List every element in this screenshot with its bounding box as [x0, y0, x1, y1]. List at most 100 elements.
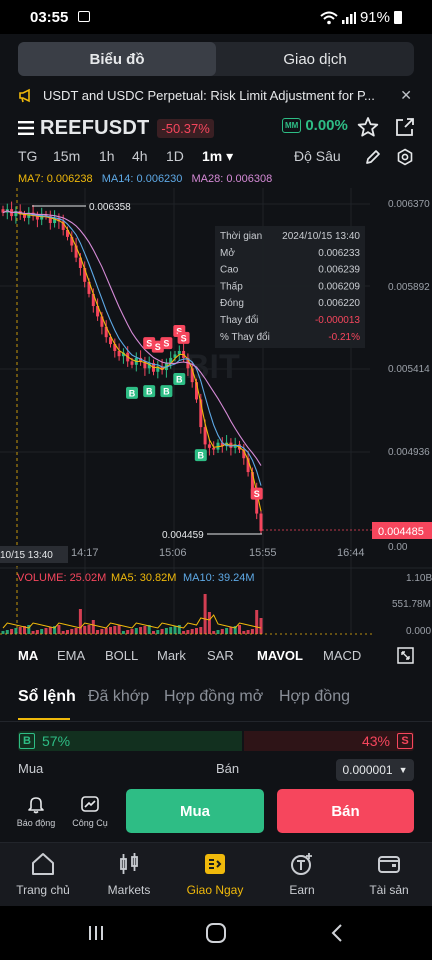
pair-symbol: REEFUSDT — [40, 116, 150, 139]
tab-order-book[interactable]: Sổ lệnh — [18, 688, 76, 705]
tab-contracts[interactable]: Hợp đồng — [279, 688, 350, 705]
volume-bar — [199, 627, 203, 634]
divider — [0, 721, 432, 722]
candle-body — [195, 382, 198, 400]
sell-button[interactable]: Bán — [277, 789, 414, 833]
interval-4h[interactable]: 4h — [132, 148, 148, 164]
home-button-icon[interactable] — [205, 923, 227, 943]
volume-bar — [74, 628, 78, 634]
ma-line — [2, 210, 262, 486]
indicator-mark[interactable]: Mark — [157, 648, 186, 663]
gallery-icon — [78, 11, 90, 22]
candle-body — [61, 221, 65, 230]
indicator-mavol[interactable]: MAVOL — [257, 648, 303, 663]
alert-label: Báo động — [16, 818, 56, 828]
volume-bar — [53, 626, 57, 634]
tooltip-value: 2024/10/15 13:40 — [282, 231, 360, 242]
settings-icon[interactable] — [396, 148, 414, 166]
buy-marker — [160, 385, 173, 398]
volume-bar — [212, 631, 216, 634]
indicator-ma[interactable]: MA — [18, 648, 39, 663]
tab-chart[interactable]: Biểu đồ — [18, 42, 216, 76]
trade-icon — [205, 854, 225, 874]
margin-indicator[interactable]: MM 0.00% — [282, 117, 348, 134]
tick-size-dropdown[interactable]: 0.000001 ▼ — [336, 759, 414, 781]
fullscreen-icon[interactable] — [397, 647, 414, 664]
bottom-nav: Trang chủ Markets Giao Ngay Earn Tài sản — [0, 842, 432, 906]
tick-size-value: 0.000001 — [342, 763, 393, 777]
mm-value: 0.00% — [305, 117, 348, 134]
tab-trades[interactable]: Đã khớp — [88, 688, 150, 705]
volume-label: VOLUME: 25.02M — [17, 572, 106, 584]
y-tick: 0.005414 — [388, 364, 430, 375]
x-tick: 10/15 13:40 — [0, 550, 53, 561]
announcement-bar[interactable]: USDT and USDC Perpetual: Risk Limit Adju… — [18, 84, 414, 106]
battery-icon — [394, 11, 402, 24]
nav-spot[interactable]: Giao Ngay — [172, 851, 258, 897]
sell-marker-label: S — [163, 339, 169, 349]
depth-toggle[interactable]: Độ Sâu — [294, 148, 341, 164]
wifi-icon — [320, 11, 338, 24]
buy-marker — [126, 386, 138, 399]
buy-marker-label: B — [129, 388, 136, 398]
volume-bar — [18, 627, 22, 634]
interval-tg[interactable]: TG — [18, 148, 38, 164]
volume-bar — [147, 625, 151, 634]
interval-15m[interactable]: 15m — [53, 148, 81, 164]
star-icon[interactable] — [357, 116, 379, 138]
close-icon[interactable]: ✕ — [400, 86, 412, 103]
candle-body — [203, 427, 207, 445]
indicator-sar[interactable]: SAR — [207, 648, 234, 663]
book-sell-label: Bán — [216, 761, 240, 776]
nav-earn[interactable]: Earn — [259, 851, 345, 897]
candle-body — [70, 236, 74, 246]
sell-marker-label: S — [181, 333, 187, 343]
buy-ratio-percent: 57% — [42, 733, 71, 749]
volume-bar — [250, 629, 254, 634]
tab-open-interest[interactable]: Hợp đồng mở — [164, 688, 264, 705]
tooltip-value: -0.000013 — [315, 315, 360, 326]
tooltip-value: 0.006239 — [318, 265, 360, 276]
volume-bar — [173, 626, 177, 634]
volume-bar — [160, 629, 164, 634]
indicator-ema[interactable]: EMA — [57, 648, 86, 663]
volume-ma10-label: MA10: 39.24M — [183, 572, 255, 584]
share-icon[interactable] — [394, 116, 416, 138]
tooltip-label: Đóng — [220, 298, 244, 309]
x-tick: 16:44 — [337, 547, 365, 559]
sell-marker-label: S — [254, 489, 260, 499]
volume-bar — [78, 609, 82, 634]
volume-bar — [195, 628, 198, 634]
alert-button[interactable]: Báo động — [16, 794, 56, 828]
tools-button[interactable]: Công Cụ — [70, 794, 110, 828]
interval-1m-dropdown[interactable]: 1m ▾ — [202, 148, 234, 164]
buy-button[interactable]: Mua — [126, 789, 264, 833]
volume-bar — [190, 629, 194, 634]
nav-home[interactable]: Trang chủ — [0, 851, 86, 897]
recent-apps-icon[interactable] — [86, 923, 106, 943]
volume-bar — [70, 629, 74, 634]
volume-bar — [14, 628, 18, 634]
indicator-macd[interactable]: MACD — [323, 648, 362, 663]
nav-assets[interactable]: Tài sản — [346, 851, 432, 897]
volume-bar — [109, 627, 112, 634]
tooltip-label: Thấp — [220, 280, 243, 292]
back-icon[interactable] — [328, 923, 348, 943]
volume-bar — [10, 629, 14, 634]
pair-header[interactable]: REEFUSDT -50.37% — [18, 114, 214, 142]
interval-1d[interactable]: 1D — [166, 148, 184, 164]
volume-tick: 1.10B — [406, 573, 432, 584]
nav-markets[interactable]: Markets — [86, 851, 172, 897]
wallet-icon — [378, 856, 400, 873]
tab-trade[interactable]: Giao dịch — [283, 50, 347, 68]
chart-tool-icon — [81, 796, 99, 812]
chevron-down-icon: ▼ — [398, 765, 408, 775]
interval-1h[interactable]: 1h — [99, 148, 115, 164]
indicator-boll[interactable]: BOLL — [105, 648, 139, 663]
pencil-icon[interactable] — [364, 148, 382, 166]
tooltip-label: % Thay đổi — [220, 331, 270, 343]
last-price-tag — [372, 522, 432, 539]
volume-bar — [27, 625, 31, 634]
